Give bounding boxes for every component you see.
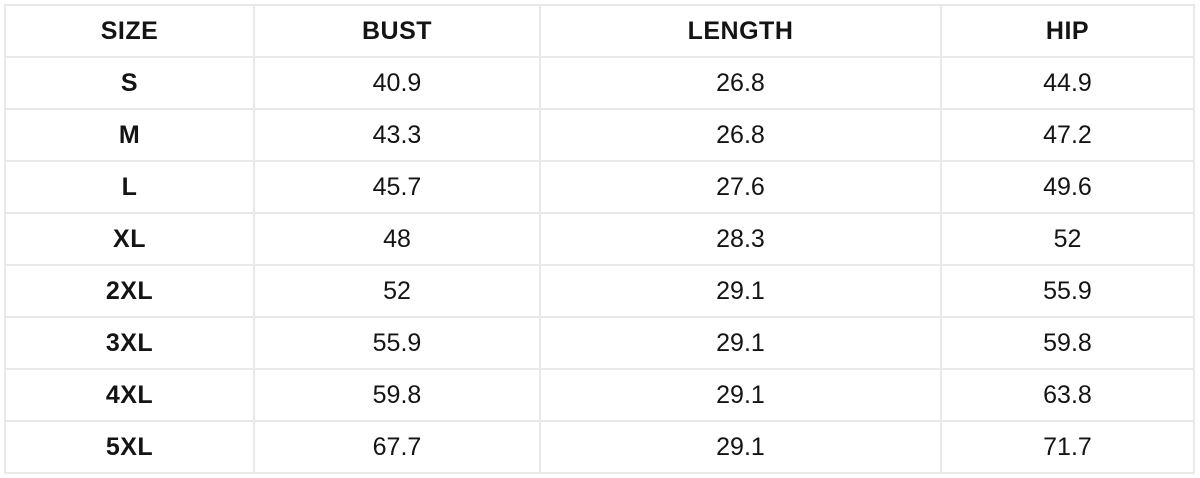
bust-cell: 48 (253, 212, 541, 266)
bust-cell: 45.7 (253, 160, 541, 214)
size-cell: 3XL (4, 316, 255, 370)
table-row: 4XL 59.8 29.1 63.8 (4, 368, 1195, 422)
bust-cell: 55.9 (253, 316, 541, 370)
size-cell: 2XL (4, 264, 255, 318)
hip-cell: 55.9 (940, 264, 1195, 318)
table-row: XL 48 28.3 52 (4, 212, 1195, 266)
length-cell: 26.8 (539, 56, 942, 110)
size-chart: SIZE BUST LENGTH HIP S 40.9 26.8 44.9 M … (4, 4, 1195, 474)
size-cell: 5XL (4, 420, 255, 474)
bust-cell: 43.3 (253, 108, 541, 162)
size-cell: 4XL (4, 368, 255, 422)
hip-cell: 63.8 (940, 368, 1195, 422)
length-cell: 29.1 (539, 420, 942, 474)
hip-cell: 59.8 (940, 316, 1195, 370)
hip-cell: 71.7 (940, 420, 1195, 474)
column-header-length: LENGTH (539, 4, 942, 58)
size-cell: L (4, 160, 255, 214)
column-header-hip: HIP (940, 4, 1195, 58)
length-cell: 29.1 (539, 316, 942, 370)
bust-cell: 67.7 (253, 420, 541, 474)
bust-cell: 59.8 (253, 368, 541, 422)
length-cell: 29.1 (539, 368, 942, 422)
hip-cell: 49.6 (940, 160, 1195, 214)
header-row: SIZE BUST LENGTH HIP (4, 4, 1195, 58)
size-cell: XL (4, 212, 255, 266)
column-header-size: SIZE (4, 4, 255, 58)
bust-cell: 40.9 (253, 56, 541, 110)
length-cell: 27.6 (539, 160, 942, 214)
table-row: M 43.3 26.8 47.2 (4, 108, 1195, 162)
table-row: 5XL 67.7 29.1 71.7 (4, 420, 1195, 474)
hip-cell: 52 (940, 212, 1195, 266)
size-cell: S (4, 56, 255, 110)
length-cell: 26.8 (539, 108, 942, 162)
size-chart-table: SIZE BUST LENGTH HIP S 40.9 26.8 44.9 M … (4, 4, 1195, 474)
table-row: S 40.9 26.8 44.9 (4, 56, 1195, 110)
column-header-bust: BUST (253, 4, 541, 58)
bust-cell: 52 (253, 264, 541, 318)
length-cell: 28.3 (539, 212, 942, 266)
length-cell: 29.1 (539, 264, 942, 318)
table-row: 3XL 55.9 29.1 59.8 (4, 316, 1195, 370)
size-cell: M (4, 108, 255, 162)
table-row: 2XL 52 29.1 55.9 (4, 264, 1195, 318)
hip-cell: 44.9 (940, 56, 1195, 110)
hip-cell: 47.2 (940, 108, 1195, 162)
table-row: L 45.7 27.6 49.6 (4, 160, 1195, 214)
